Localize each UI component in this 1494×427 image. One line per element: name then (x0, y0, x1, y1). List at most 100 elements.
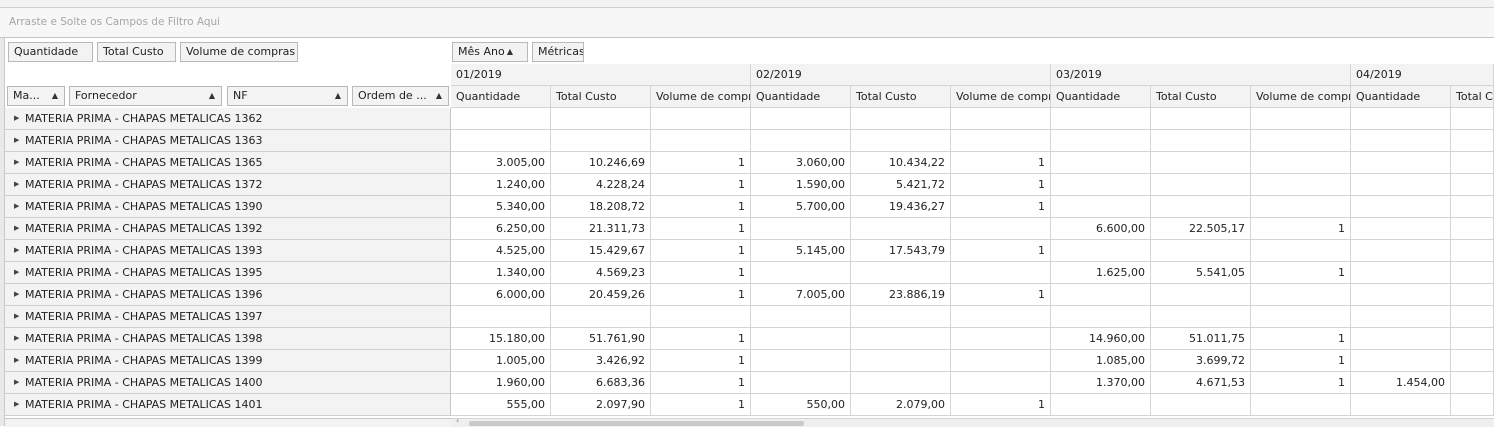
data-cell[interactable] (1451, 372, 1494, 394)
data-cell[interactable]: 1.960,00 (451, 372, 551, 394)
data-cell[interactable]: 1 (1251, 350, 1351, 372)
data-cell[interactable] (551, 130, 651, 152)
data-cell[interactable]: 3.699,72 (1151, 350, 1251, 372)
data-cell[interactable] (1251, 306, 1351, 328)
expand-icon[interactable]: ▶ (14, 114, 20, 122)
metric-header[interactable]: Total Custo (1151, 86, 1251, 108)
row-field-nf[interactable]: NF ▲ (227, 86, 348, 106)
row-header[interactable]: ▶ MATERIA PRIMA - CHAPAS METALICAS 1401 (5, 394, 451, 416)
data-cell[interactable]: 10.246,69 (551, 152, 651, 174)
data-cell[interactable]: 23.886,19 (851, 284, 951, 306)
data-cell[interactable]: 1 (651, 262, 751, 284)
data-cell[interactable]: 3.426,92 (551, 350, 651, 372)
metric-header[interactable]: Quantidade (1351, 86, 1451, 108)
metric-header[interactable]: Volume de compras (651, 86, 751, 108)
metric-header[interactable]: Total Custo (851, 86, 951, 108)
expand-icon[interactable]: ▶ (14, 378, 20, 386)
data-cell[interactable] (1051, 284, 1151, 306)
data-cell[interactable] (1451, 328, 1494, 350)
data-cell[interactable] (751, 218, 851, 240)
data-cell[interactable] (1351, 350, 1451, 372)
data-cell[interactable]: 1 (651, 152, 751, 174)
data-cell[interactable] (951, 372, 1051, 394)
data-cell[interactable] (1051, 174, 1151, 196)
data-cell[interactable] (1451, 394, 1494, 416)
data-cell[interactable]: 7.005,00 (751, 284, 851, 306)
row-header[interactable]: ▶ MATERIA PRIMA - CHAPAS METALICAS 1372 (5, 174, 451, 196)
data-cell[interactable]: 1 (651, 372, 751, 394)
data-cell[interactable] (951, 108, 1051, 130)
data-cell[interactable] (1451, 152, 1494, 174)
data-cell[interactable] (1351, 394, 1451, 416)
data-cell[interactable] (1251, 394, 1351, 416)
row-header[interactable]: ▶ MATERIA PRIMA - CHAPAS METALICAS 1363 (5, 130, 451, 152)
row-header[interactable]: ▶ MATERIA PRIMA - CHAPAS METALICAS 1395 (5, 262, 451, 284)
scrollbar-thumb[interactable] (469, 421, 804, 426)
metric-header[interactable]: Volume de compras (1251, 86, 1351, 108)
expand-icon[interactable]: ▶ (14, 312, 20, 320)
metric-header[interactable]: Quantidade (1051, 86, 1151, 108)
data-field-quantidade[interactable]: Quantidade (8, 42, 93, 62)
data-cell[interactable] (1151, 152, 1251, 174)
data-cell[interactable]: 1 (951, 174, 1051, 196)
data-cell[interactable]: 1 (651, 284, 751, 306)
data-cell[interactable]: 550,00 (751, 394, 851, 416)
row-field-fornecedor[interactable]: Fornecedor ▲ (69, 86, 222, 106)
data-cell[interactable] (851, 372, 951, 394)
data-cell[interactable] (651, 306, 751, 328)
data-cell[interactable] (1151, 284, 1251, 306)
data-cell[interactable] (1151, 240, 1251, 262)
data-cell[interactable]: 555,00 (451, 394, 551, 416)
column-field-metricas[interactable]: Métricas (532, 42, 584, 62)
data-cell[interactable] (751, 328, 851, 350)
data-cell[interactable] (851, 130, 951, 152)
data-cell[interactable]: 5.145,00 (751, 240, 851, 262)
row-header[interactable]: ▶ MATERIA PRIMA - CHAPAS METALICAS 1365 (5, 152, 451, 174)
data-cell[interactable] (1051, 240, 1151, 262)
data-cell[interactable] (1251, 240, 1351, 262)
data-cell[interactable]: 20.459,26 (551, 284, 651, 306)
expand-icon[interactable]: ▶ (14, 246, 20, 254)
data-cell[interactable]: 1.005,00 (451, 350, 551, 372)
data-cell[interactable] (1351, 196, 1451, 218)
expand-icon[interactable]: ▶ (14, 224, 20, 232)
data-cell[interactable] (851, 350, 951, 372)
expand-icon[interactable]: ▶ (14, 202, 20, 210)
expand-icon[interactable]: ▶ (14, 356, 20, 364)
data-cell[interactable]: 4.671,53 (1151, 372, 1251, 394)
metric-header[interactable]: Total Custo (551, 86, 651, 108)
data-cell[interactable] (1051, 108, 1151, 130)
data-cell[interactable]: 22.505,17 (1151, 218, 1251, 240)
data-cell[interactable] (451, 108, 551, 130)
data-cell[interactable] (1051, 394, 1151, 416)
metric-header[interactable]: Volume de compras (951, 86, 1051, 108)
data-cell[interactable]: 1 (951, 284, 1051, 306)
data-cell[interactable]: 3.060,00 (751, 152, 851, 174)
data-cell[interactable]: 5.340,00 (451, 196, 551, 218)
data-cell[interactable]: 17.543,79 (851, 240, 951, 262)
data-cell[interactable]: 6.000,00 (451, 284, 551, 306)
data-cell[interactable]: 1 (1251, 328, 1351, 350)
expand-icon[interactable]: ▶ (14, 136, 20, 144)
data-cell[interactable] (1451, 108, 1494, 130)
data-cell[interactable]: 1.590,00 (751, 174, 851, 196)
data-cell[interactable] (951, 350, 1051, 372)
data-cell[interactable] (951, 262, 1051, 284)
data-cell[interactable]: 2.079,00 (851, 394, 951, 416)
data-cell[interactable]: 10.434,22 (851, 152, 951, 174)
row-field-ordem[interactable]: Ordem de ... ▲ (352, 86, 449, 106)
row-header[interactable]: ▶ MATERIA PRIMA - CHAPAS METALICAS 1390 (5, 196, 451, 218)
data-cell[interactable] (1351, 108, 1451, 130)
data-cell[interactable]: 1 (651, 328, 751, 350)
data-cell[interactable] (1351, 152, 1451, 174)
data-cell[interactable] (751, 130, 851, 152)
data-cell[interactable] (1151, 174, 1251, 196)
data-cell[interactable] (851, 328, 951, 350)
data-cell[interactable] (1451, 174, 1494, 196)
row-header[interactable]: ▶ MATERIA PRIMA - CHAPAS METALICAS 1399 (5, 350, 451, 372)
period-header[interactable]: 01/2019 (451, 64, 751, 86)
period-header[interactable]: 02/2019 (751, 64, 1051, 86)
data-cell[interactable] (751, 350, 851, 372)
data-cell[interactable] (1051, 306, 1151, 328)
data-cell[interactable]: 51.761,90 (551, 328, 651, 350)
